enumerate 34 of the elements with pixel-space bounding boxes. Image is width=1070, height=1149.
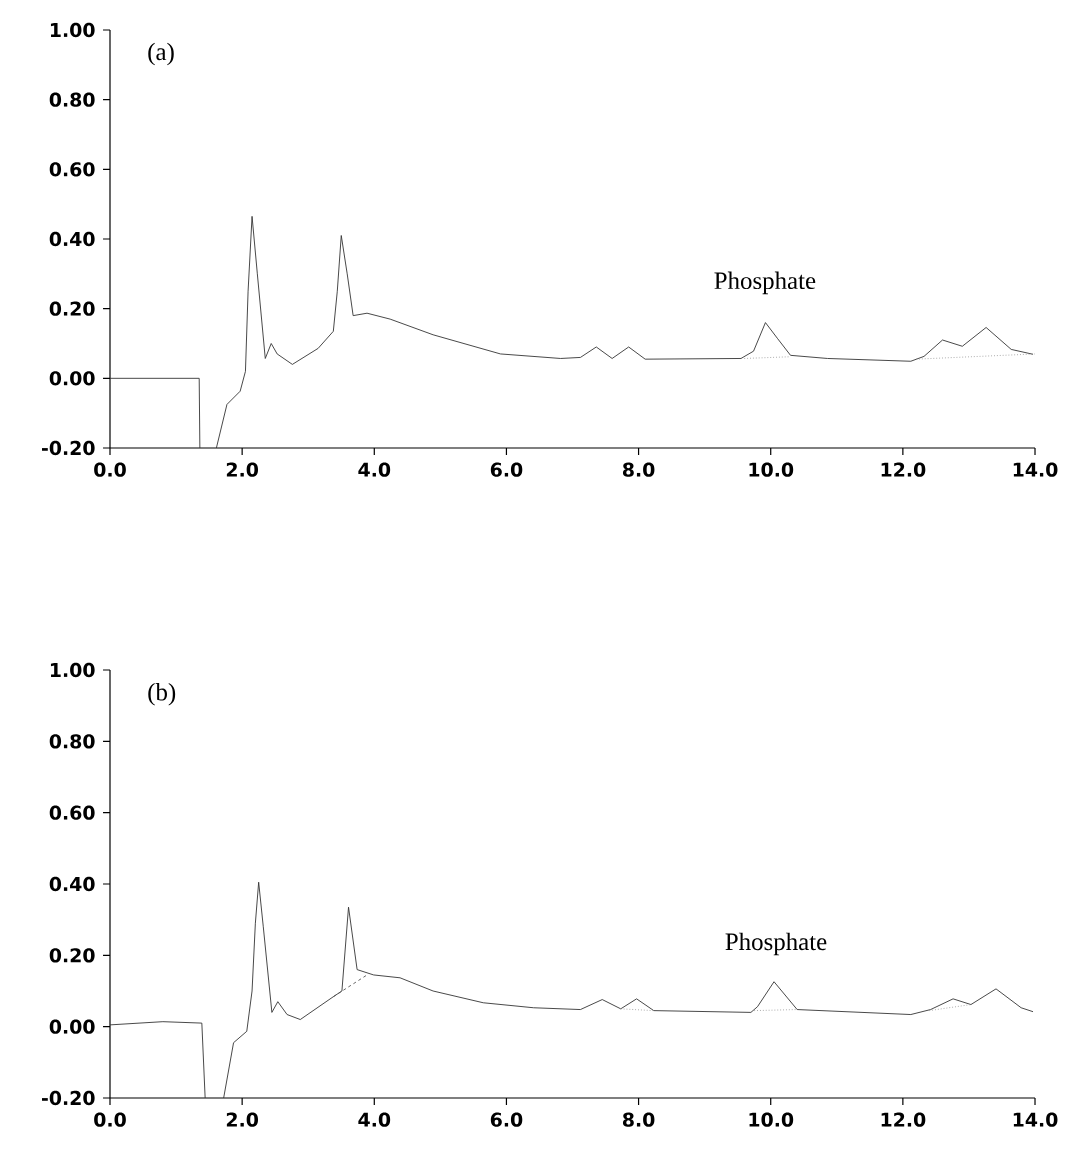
annotation: Phosphate <box>714 271 816 295</box>
x-tick-label: 0.0 <box>94 462 126 477</box>
y-tick-label: 1.00 <box>50 662 95 678</box>
x-tick-label: 10.0 <box>749 462 794 477</box>
y-tick-label: -0.20 <box>42 1090 95 1106</box>
y-tick-label: 0.60 <box>49 162 95 177</box>
x-tick-label: 6.0 <box>490 1112 523 1127</box>
x-tick-label: 8.0 <box>622 1112 655 1127</box>
x-tick-label: 0.0 <box>94 1112 126 1127</box>
y-tick-label: 0.00 <box>49 371 95 386</box>
y-tick-label: 0.40 <box>49 876 95 892</box>
x-tick-label: 8.0 <box>622 462 655 477</box>
x-tick-label: 2.0 <box>226 1112 259 1127</box>
y-tick-label: 0.80 <box>49 92 95 107</box>
y-tick-label: 1.00 <box>50 22 95 38</box>
y-tick-label: -0.20 <box>42 440 95 456</box>
x-tick-label: 14.0 <box>1013 462 1058 477</box>
annotation: (b) <box>148 683 176 706</box>
x-tick-label: 14.0 <box>1013 1112 1058 1127</box>
x-tick-label: 4.0 <box>358 1112 391 1127</box>
y-tick-label: 0.20 <box>49 301 95 316</box>
annotation: Phosphate <box>725 932 827 956</box>
x-tick-label: 12.0 <box>881 1112 926 1127</box>
annotation: (a) <box>148 42 174 66</box>
x-tick-label: 10.0 <box>749 1112 794 1127</box>
x-tick-label: 12.0 <box>881 462 926 477</box>
x-tick-label: 6.0 <box>490 462 523 477</box>
y-tick-label: 0.00 <box>49 1019 95 1034</box>
x-tick-label: 4.0 <box>358 462 391 477</box>
x-tick-label: 2.0 <box>226 462 259 477</box>
y-tick-label: 0.20 <box>49 948 95 963</box>
y-tick-label: 0.40 <box>49 231 95 247</box>
y-tick-label: 0.60 <box>49 805 95 820</box>
y-tick-label: 0.80 <box>49 734 95 749</box>
